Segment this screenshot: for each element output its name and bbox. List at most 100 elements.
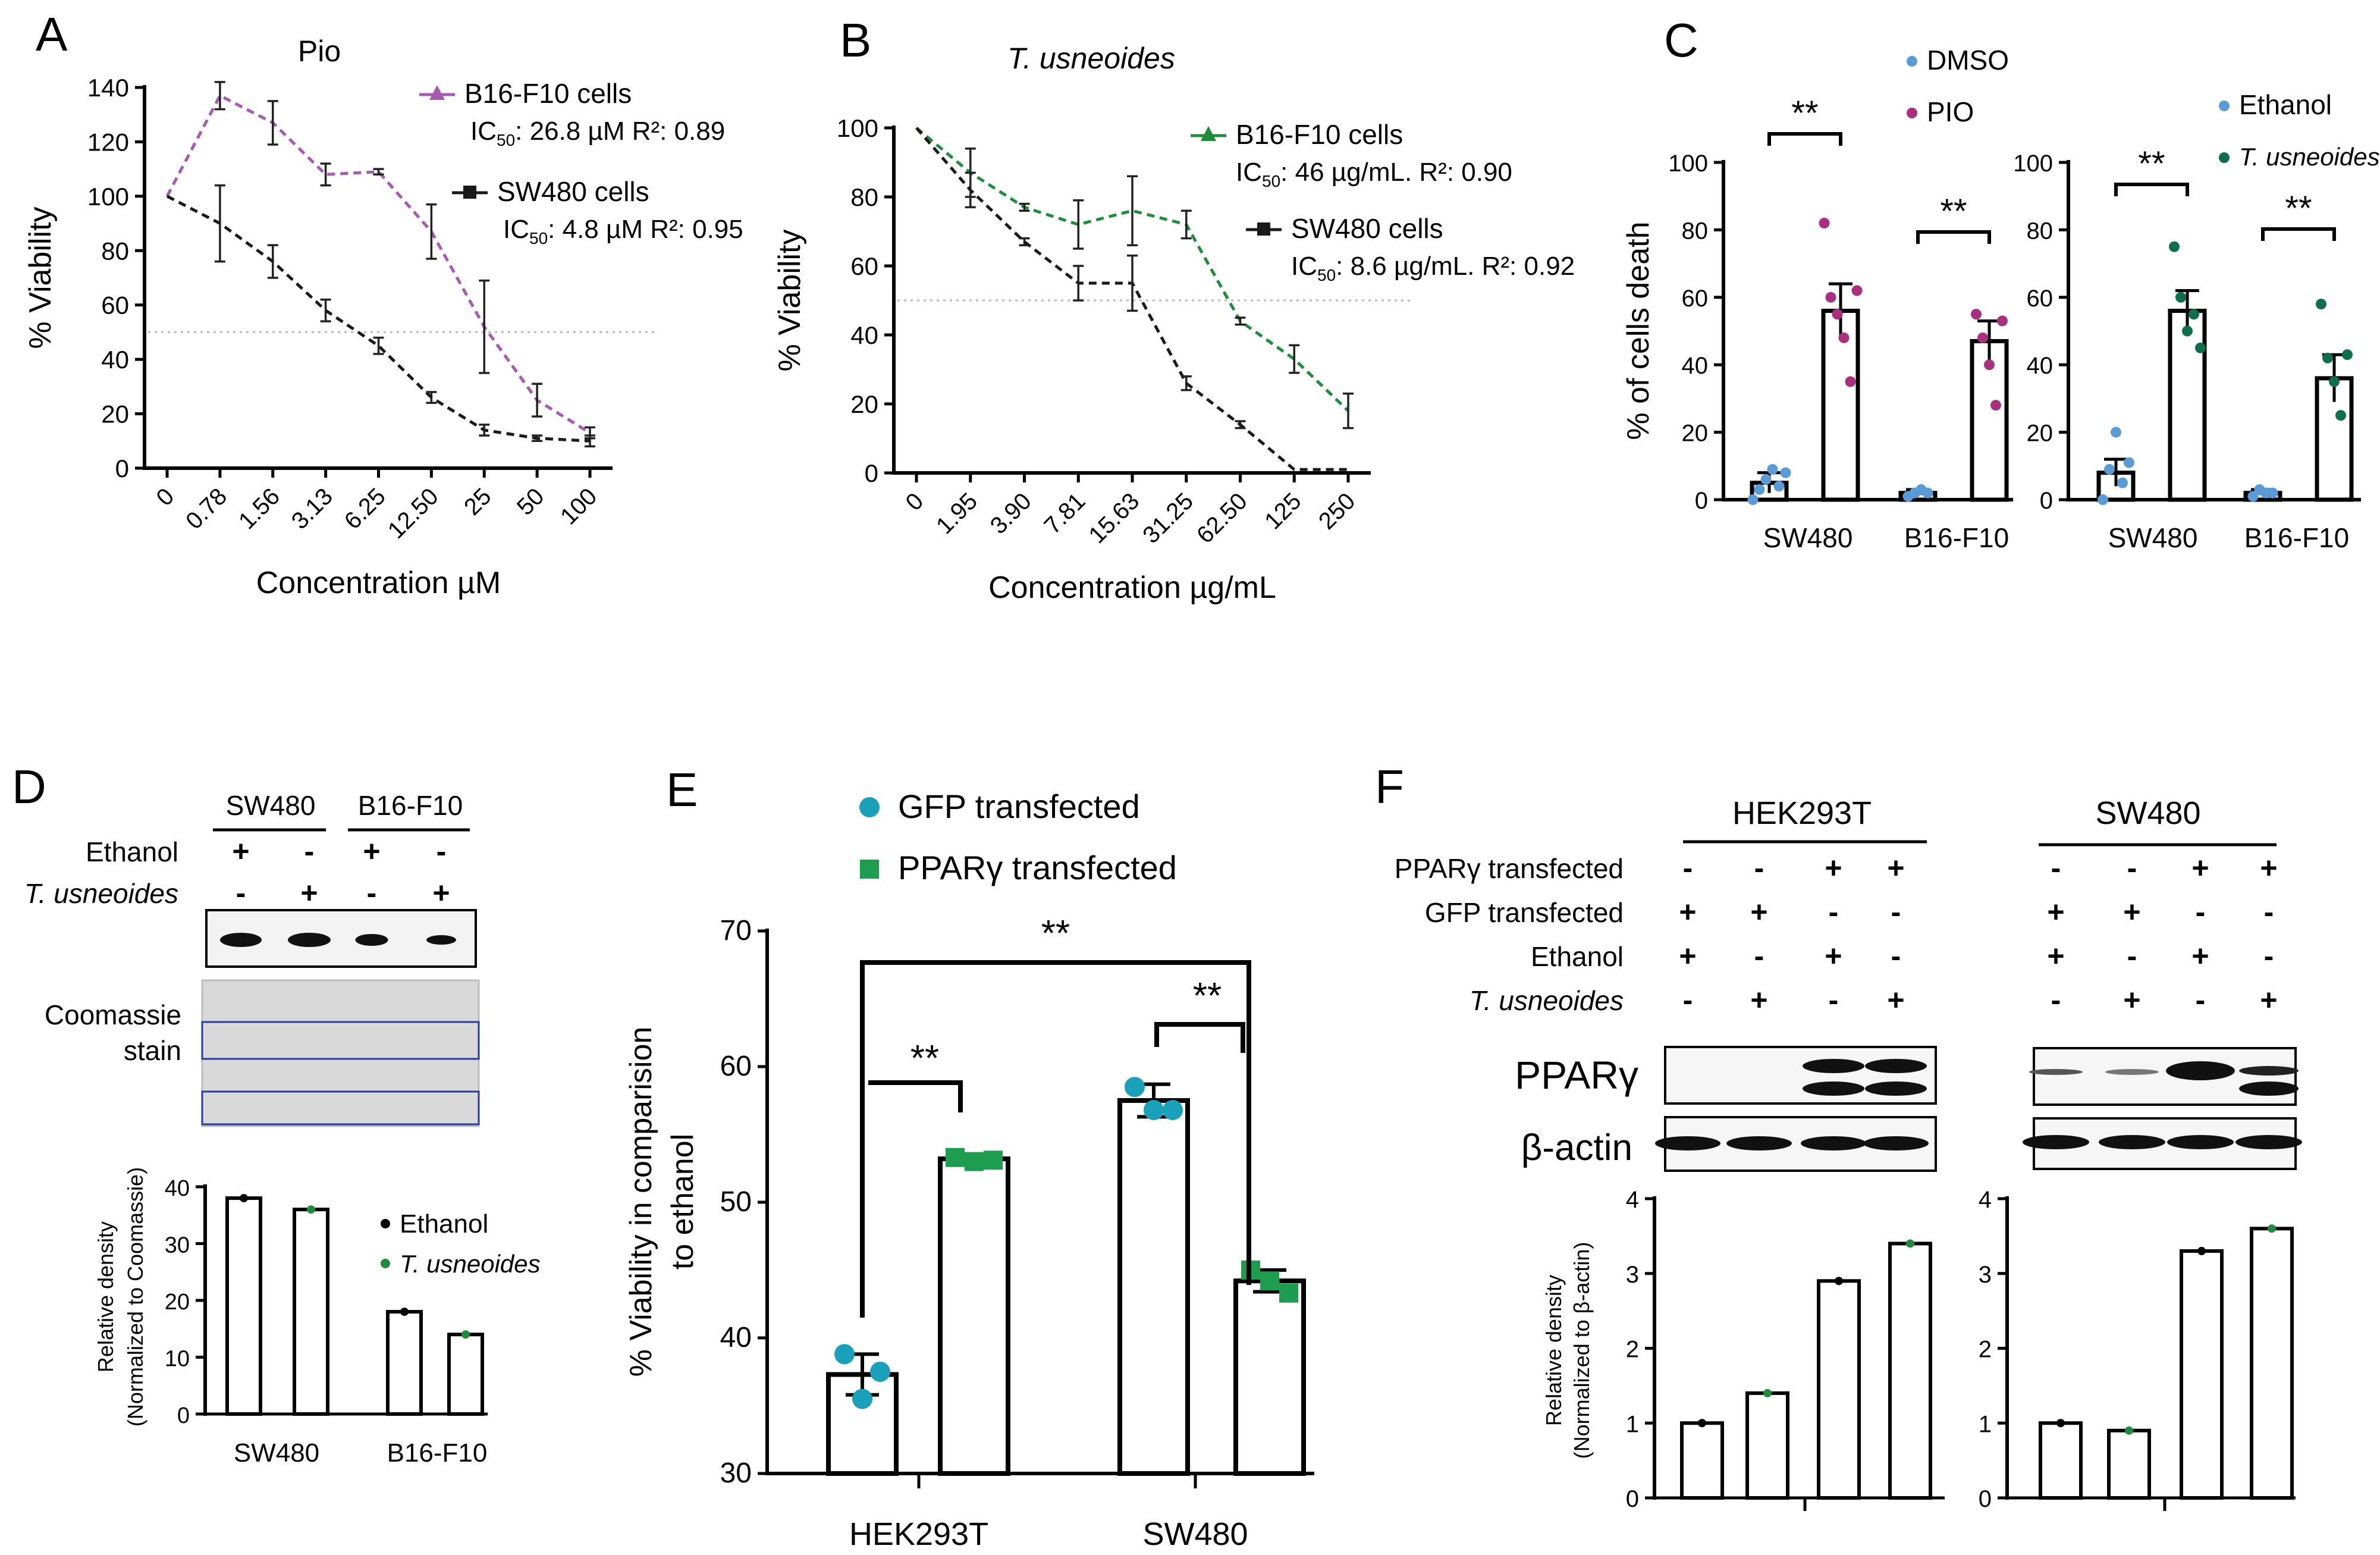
bar [1680, 1421, 1724, 1500]
sign-label: + [2123, 895, 2140, 929]
bar [293, 1208, 329, 1416]
x-tick-label: 0 [901, 488, 929, 516]
data-point [2322, 352, 2333, 363]
y-tick-label: 0 [115, 454, 129, 482]
y-tick-label: 100 [837, 114, 878, 142]
x-axis-label: Concentration µM [256, 566, 501, 600]
x-tick-label: 0.78 [181, 483, 232, 534]
data-point [2329, 376, 2340, 387]
y-tick-label: 0 [177, 1403, 190, 1428]
y-tick-label: 1 [1979, 1411, 1992, 1437]
sign-label: + [432, 876, 450, 910]
bar [447, 1333, 484, 1416]
blot-band [1655, 1136, 1720, 1150]
sign-label: - [2264, 939, 2274, 973]
bar [1117, 1098, 1190, 1476]
y-tick-label: 40 [165, 1176, 190, 1201]
y-axis-label: % Viability in comparision [624, 1027, 658, 1377]
y-tick-label: 140 [87, 74, 129, 102]
data-point [852, 1388, 872, 1409]
sign-label: + [2191, 851, 2209, 885]
significance-label: ** [1940, 192, 1967, 231]
data-point [1922, 487, 1933, 499]
blot-label: β-actin [1521, 1127, 1632, 1168]
x-tick-label: SW480 [234, 1438, 319, 1468]
y-axis-label: % Viability [23, 207, 58, 349]
significance-bracket [868, 1080, 963, 1112]
significance-bracket [1154, 1022, 1245, 1053]
data-point [2335, 410, 2346, 421]
y-axis-label: to ethanol [665, 1134, 700, 1269]
y-tick-label: 1 [1626, 1411, 1639, 1437]
y-tick-label: 0 [865, 459, 878, 487]
series-line [165, 93, 591, 434]
data-point [2182, 325, 2193, 337]
sign-label: - [236, 876, 246, 910]
legend-marker [2219, 101, 2230, 111]
blot-band [2166, 1061, 2235, 1080]
data-point [2117, 477, 2128, 488]
legend-label: T. usneoides [400, 1250, 541, 1278]
sign-label: - [1829, 983, 1839, 1017]
sign-label: - [2051, 851, 2061, 885]
coomassie-box [201, 1090, 480, 1126]
significance-label: ** [1193, 976, 1222, 1017]
significance-bracket [1916, 230, 1991, 244]
data-point [2175, 291, 2186, 303]
y-tick-label: 20 [2027, 421, 2054, 447]
data-point [1773, 481, 1785, 492]
legend-label: T. usneoides [2239, 143, 2380, 171]
significance-bracket [2261, 227, 2336, 241]
bar [386, 1310, 423, 1416]
data-point [2169, 241, 2180, 252]
sign-label: - [2127, 851, 2137, 885]
significance-bracket [860, 960, 1251, 1318]
sign-label: + [2047, 939, 2064, 973]
bar [1888, 1242, 1932, 1500]
sign-label: - [1829, 895, 1839, 929]
significance-label: ** [2285, 189, 2312, 228]
data-point [1845, 376, 1856, 387]
blot-band [2239, 1066, 2299, 1076]
y-tick-label: 100 [87, 183, 129, 211]
data-point [2098, 494, 2108, 505]
legend-marker [1257, 222, 1270, 236]
bar [2180, 1249, 2224, 1500]
coomassie-label: Coomassie [45, 999, 181, 1030]
ic50-label: IC50: 8.6 µg/mL. R²: 0.92 [1291, 252, 1575, 284]
blot-band [288, 933, 331, 947]
sign-label: + [2260, 851, 2277, 885]
data-point [2056, 1419, 2065, 1428]
blot-band [2239, 1081, 2299, 1096]
x-axis-label: Concentration µg/mL [988, 570, 1276, 605]
data-point [1835, 1277, 1843, 1286]
data-point [2111, 427, 2121, 438]
data-point [1990, 400, 2001, 411]
sign-label: - [2196, 983, 2206, 1017]
data-point [870, 1362, 890, 1382]
x-tick-label: 125 [1260, 488, 1306, 534]
x-tick-label: 25 [459, 483, 497, 521]
sign-label: + [1887, 851, 1904, 885]
sign-label: - [2264, 895, 2274, 929]
x-tick-label: SW480 [1142, 1516, 1248, 1552]
legend-marker [381, 1259, 390, 1268]
data-point [2124, 457, 2134, 468]
x-tick-label: B16-F10 [1904, 522, 2009, 553]
x-tick-label: 3.13 [287, 483, 338, 534]
y-axis-label: (Normalized to Coomassie) [123, 1167, 147, 1427]
y-tick-label: 30 [165, 1233, 190, 1258]
data-point [984, 1150, 1003, 1170]
blot-band [2029, 1069, 2083, 1075]
y-tick-label: 10 [165, 1347, 190, 1372]
x-tick-label: 0 [152, 483, 180, 511]
series-line [166, 195, 591, 443]
data-point [946, 1148, 965, 1167]
panel-letter: B [840, 14, 871, 67]
x-tick-label: 6.25 [340, 483, 391, 534]
y-tick-label: 20 [101, 400, 129, 428]
legend-marker [1201, 126, 1216, 141]
data-point [1984, 359, 1995, 371]
y-tick-label: 0 [1979, 1486, 1992, 1512]
data-point [2316, 299, 2326, 310]
